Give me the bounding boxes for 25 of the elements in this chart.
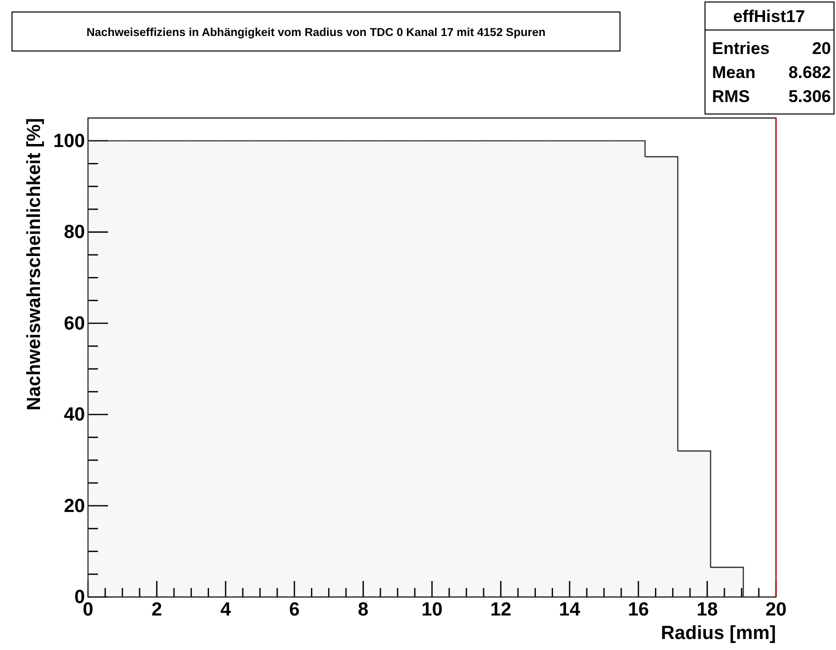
text: 20	[812, 39, 831, 58]
text: effHist17	[733, 7, 805, 26]
x-tick-label: 12	[490, 599, 512, 620]
x-tick-label: 6	[289, 599, 300, 620]
y-tick-label: 20	[64, 496, 85, 517]
text: Mean	[712, 63, 756, 82]
y-tick-label: 100	[53, 130, 85, 152]
x-axis-title: Radius [mm]	[660, 623, 776, 644]
x-tick-label: 8	[358, 599, 368, 620]
y-tick-label: 80	[64, 222, 85, 244]
y-tick-label: 60	[64, 313, 85, 334]
x-tick-label: 14	[559, 599, 581, 620]
x-tick-label: 16	[628, 599, 649, 620]
text: RMS	[712, 87, 750, 106]
x-tick-label: 10	[421, 599, 443, 620]
text: 8.682	[788, 63, 831, 82]
chart-title: Nachweiseffiziens in Abhängigkeit vom Radius von TDC 0 Kanal 17 mit 4152 Spuren	[86, 27, 546, 39]
text: Entries	[712, 39, 770, 58]
x-tick-label: 18	[696, 599, 718, 620]
y-axis-title: Nachweiswahrscheinlichkeit [%]	[24, 118, 45, 410]
x-tick-label: 4	[220, 599, 232, 620]
x-tick-label: 20	[765, 599, 787, 620]
text: 5.306	[788, 87, 831, 106]
x-tick-label: 2	[152, 599, 162, 620]
y-tick-label: 40	[64, 404, 85, 426]
